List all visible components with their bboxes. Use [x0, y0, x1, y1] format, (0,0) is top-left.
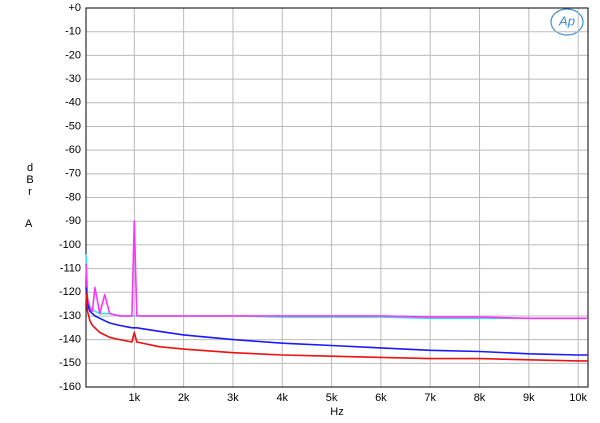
series-line: [85, 220, 588, 320]
y-axis-unit: A: [25, 218, 33, 230]
series-line: [85, 292, 588, 362]
x-tick-label: 10k: [569, 392, 587, 404]
x-tick-label: 5k: [326, 392, 338, 404]
y-tick-label: -90: [65, 215, 81, 227]
x-tick-label: 3k: [227, 392, 239, 404]
y-tick-label: -130: [59, 310, 81, 322]
plot-frame: [85, 7, 589, 388]
y-tick-label: -50: [65, 120, 81, 132]
y-tick-label: -140: [59, 334, 81, 346]
y-tick-label: -100: [59, 239, 81, 251]
logo-ring: [550, 8, 584, 36]
x-tick-label: 8k: [474, 392, 486, 404]
y-axis-label: dBr: [24, 162, 36, 198]
y-tick-label: -150: [59, 357, 81, 369]
x-tick-label: 7k: [424, 392, 436, 404]
x-tick-label: 2k: [178, 392, 190, 404]
y-tick-label: -70: [65, 168, 81, 180]
x-tick-label: 9k: [523, 392, 535, 404]
series-line: [85, 254, 588, 320]
x-axis-label: Hz: [330, 406, 343, 418]
logo: Ap: [558, 13, 575, 28]
x-tick-label: 4k: [276, 392, 288, 404]
y-tick-label: -40: [65, 97, 81, 109]
y-tick-label: -20: [65, 49, 81, 61]
y-tick-label: -30: [65, 73, 81, 85]
y-tick-label: -60: [65, 144, 81, 156]
y-tick-label: -10: [65, 26, 81, 38]
x-tick-label: 1k: [129, 392, 141, 404]
y-tick-label: -110: [60, 262, 81, 274]
x-tick-label: 6k: [375, 392, 387, 404]
y-tick-label: +0: [68, 2, 81, 14]
y-tick-label: -120: [59, 286, 81, 298]
y-tick-label: -160: [59, 381, 81, 393]
series-line: [85, 287, 588, 356]
y-tick-label: -80: [65, 191, 81, 203]
